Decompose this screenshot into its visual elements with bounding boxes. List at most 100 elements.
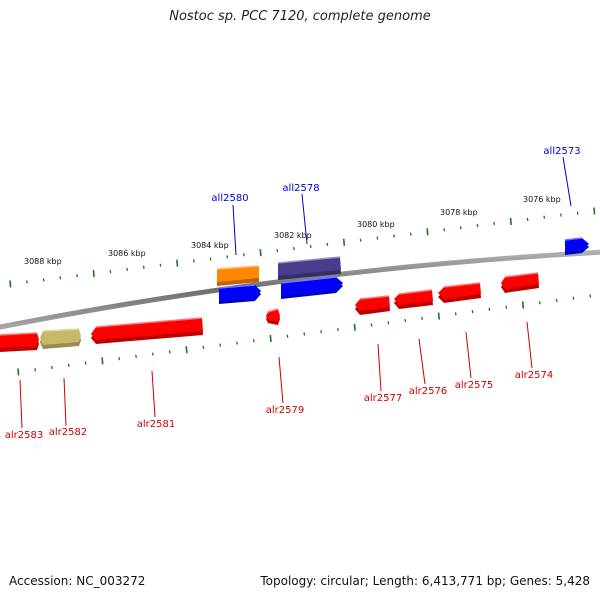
leader-line-alr2575 bbox=[465, 331, 472, 379]
minor-tick bbox=[51, 365, 53, 370]
minor-tick bbox=[443, 228, 446, 232]
minor-tick bbox=[192, 259, 195, 263]
minor-tick bbox=[576, 211, 579, 215]
minor-tick bbox=[135, 354, 138, 358]
tick-label-3078: 3078 kbp bbox=[440, 208, 478, 217]
minor-tick bbox=[459, 226, 462, 230]
tick-label-3076: 3076 kbp bbox=[523, 195, 561, 204]
minor-tick bbox=[493, 221, 496, 226]
major-tick bbox=[437, 312, 440, 320]
major-tick bbox=[176, 259, 179, 267]
minor-tick bbox=[320, 330, 323, 334]
major-tick bbox=[509, 217, 512, 225]
minor-tick bbox=[219, 343, 222, 347]
tick-label-3088: 3088 kbp bbox=[24, 257, 62, 266]
gene-label-alr2575[interactable]: alr2575 bbox=[455, 380, 493, 391]
minor-tick bbox=[76, 274, 78, 278]
map-title: Nostoc sp. PCC 7120, complete genome bbox=[169, 9, 431, 24]
lower-scale-ticks bbox=[17, 294, 592, 376]
gene-label-alr2574[interactable]: alr2574 bbox=[515, 370, 553, 381]
minor-tick bbox=[59, 276, 62, 280]
minor-tick bbox=[359, 238, 362, 242]
gene-label-alr2582[interactable]: alr2582 bbox=[49, 427, 87, 438]
minor-tick bbox=[409, 232, 412, 236]
gene-alr2575[interactable] bbox=[438, 282, 481, 303]
gene-alr2582[interactable] bbox=[40, 328, 81, 349]
tick-label-3086: 3086 kbp bbox=[108, 249, 146, 258]
upper-scale-ticks bbox=[9, 207, 596, 288]
minor-tick bbox=[488, 307, 491, 312]
gene-alr2579[interactable] bbox=[266, 308, 280, 325]
gene-label-all2573[interactable]: all2573 bbox=[543, 146, 580, 157]
minor-tick bbox=[42, 278, 45, 282]
minor-tick bbox=[118, 356, 121, 361]
minor-tick bbox=[476, 223, 479, 228]
major-tick bbox=[593, 207, 596, 215]
minor-tick bbox=[26, 280, 28, 284]
minor-tick bbox=[252, 339, 255, 343]
leader-line-all2578 bbox=[301, 193, 308, 245]
minor-tick bbox=[393, 234, 396, 238]
minor-tick bbox=[370, 323, 373, 327]
minor-tick bbox=[538, 301, 541, 305]
minor-tick bbox=[242, 253, 245, 257]
minor-tick bbox=[202, 345, 205, 350]
accession-text: Accession: NC_003272 bbox=[9, 574, 146, 588]
leader-lines bbox=[19, 156, 572, 429]
minor-tick bbox=[572, 296, 575, 300]
gene-all2578[interactable] bbox=[280, 276, 343, 299]
leader-line-all2580 bbox=[232, 204, 237, 256]
scale-labels: 3088 kbp 3086 kbp 3084 kbp 3082 kbp 3080… bbox=[24, 195, 561, 266]
gene-all2573[interactable] bbox=[564, 237, 589, 255]
minor-tick bbox=[142, 265, 145, 269]
topology-text: Topology: circular; Length: 6,413,771 bp… bbox=[260, 574, 590, 588]
minor-tick bbox=[34, 368, 37, 372]
gene-label-alr2576[interactable]: alr2576 bbox=[409, 386, 447, 397]
gene-alr2583[interactable] bbox=[0, 332, 39, 352]
major-tick bbox=[342, 238, 346, 246]
minor-tick bbox=[505, 305, 508, 309]
minor-tick bbox=[526, 217, 529, 221]
minor-tick bbox=[159, 263, 162, 267]
minor-tick bbox=[543, 215, 546, 219]
gene-alr2581[interactable] bbox=[91, 317, 203, 344]
gene-label-alr2583[interactable]: alr2583 bbox=[5, 430, 43, 441]
minor-tick bbox=[126, 267, 129, 272]
major-tick bbox=[521, 301, 525, 309]
minor-tick bbox=[421, 316, 424, 320]
minor-tick bbox=[236, 341, 238, 345]
gene-all2580[interactable] bbox=[218, 284, 261, 304]
minor-tick bbox=[84, 361, 87, 365]
minor-tick bbox=[276, 249, 279, 253]
major-tick bbox=[101, 357, 104, 365]
tick-label-3082: 3082 kbp bbox=[274, 231, 312, 240]
leader-line-alr2574 bbox=[526, 321, 533, 369]
gene-alr2574[interactable] bbox=[501, 272, 539, 293]
leader-line-alr2583 bbox=[19, 379, 23, 429]
minor-tick bbox=[293, 246, 295, 251]
minor-tick bbox=[559, 213, 562, 217]
minor-tick bbox=[303, 332, 306, 336]
major-tick bbox=[259, 249, 262, 257]
minor-tick bbox=[309, 244, 312, 249]
genome-backbone bbox=[0, 249, 600, 330]
minor-tick bbox=[471, 310, 474, 314]
gene-features bbox=[0, 237, 589, 352]
gene-alr2577[interactable] bbox=[355, 295, 390, 315]
gene-label-all2578[interactable]: all2578 bbox=[282, 183, 319, 194]
gene-alr2576[interactable] bbox=[394, 289, 433, 309]
gene-alr2580[interactable] bbox=[216, 265, 260, 286]
gene-label-alr2581[interactable]: alr2581 bbox=[137, 419, 175, 430]
gene-label-all2580[interactable]: all2580 bbox=[211, 193, 248, 204]
minor-tick bbox=[226, 255, 229, 259]
minor-tick bbox=[454, 312, 457, 316]
minor-tick bbox=[67, 363, 70, 367]
gene-alr2578[interactable] bbox=[277, 256, 341, 280]
minor-tick bbox=[555, 298, 558, 303]
minor-tick bbox=[387, 321, 390, 325]
minor-tick bbox=[589, 294, 592, 298]
minor-tick bbox=[168, 350, 171, 354]
gene-label-alr2579[interactable]: alr2579 bbox=[266, 405, 304, 416]
gene-label-alr2577[interactable]: alr2577 bbox=[364, 393, 402, 404]
